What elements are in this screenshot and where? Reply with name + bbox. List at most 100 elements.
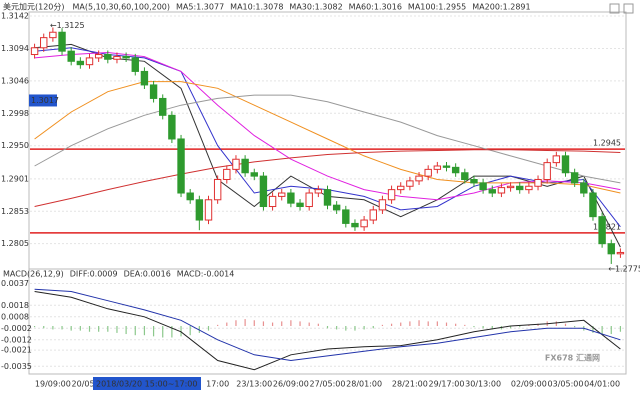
candle-body [149, 84, 158, 99]
candle-body [516, 185, 524, 191]
high-annotation: ←1.3125 [50, 21, 85, 30]
candle-body [360, 219, 368, 228]
macd-bar [271, 322, 274, 326]
ma-line [34, 81, 621, 194]
legend-item: MA10:1.3078 [230, 3, 283, 12]
x-tick-label: 04/01:00 [584, 380, 620, 389]
title: 美元加元 [3, 2, 35, 12]
macd-bar [555, 321, 557, 326]
macd-bar [207, 326, 210, 331]
ma-line [34, 51, 621, 201]
candle-body [543, 162, 551, 181]
candle-body [250, 172, 258, 177]
candle-body [525, 185, 533, 191]
macd-bar [464, 324, 466, 326]
macd-bar [455, 323, 457, 326]
candle-body [268, 195, 277, 208]
x-tick-label: 23/13:00 [236, 380, 272, 389]
macd-bar [70, 326, 72, 331]
macd-bar [125, 326, 127, 335]
ma-line [34, 94, 621, 184]
macd-bar [134, 326, 136, 336]
candle-body [223, 168, 231, 181]
level-label: 1.2821 [593, 222, 621, 231]
candle-body [85, 57, 94, 66]
macd-bar [482, 326, 484, 329]
macd-bar [610, 326, 612, 335]
subtitle: (120分) [35, 3, 65, 12]
price-marker-box [29, 94, 57, 107]
macd-bar [326, 326, 329, 329]
icon[interactable] [623, 3, 634, 14]
candle-body [497, 187, 506, 194]
candle-body [561, 155, 570, 174]
x-tick-label: 27/05:00 [310, 380, 346, 389]
macd-bar [564, 323, 567, 326]
macd-bar [98, 326, 100, 332]
macd-bar [290, 320, 292, 326]
x-tick-label: 17:00 [206, 380, 229, 389]
macd-bar [363, 326, 365, 330]
legend-item: MA60:1.3016 [349, 3, 402, 12]
macd-bar [61, 326, 63, 330]
candle-body [67, 50, 75, 62]
macd-bar [88, 326, 91, 332]
macd-bar [317, 323, 319, 326]
macd-bar [491, 326, 493, 330]
candle-body [451, 166, 460, 174]
macd-bar [171, 326, 173, 338]
candle-body [387, 189, 396, 201]
x-tick-label: 26/09:00 [273, 380, 309, 389]
ma-line [34, 149, 621, 207]
legend-item: MACD(26,12,9) [3, 270, 64, 279]
candle-body [287, 192, 295, 204]
y-tick-label: -0.0021 [1, 346, 32, 355]
macd-bar [43, 326, 45, 329]
y-tick-label: 1.2998 [1, 109, 29, 118]
ma-line [34, 288, 621, 362]
y-tick-label: 1.3046 [1, 76, 29, 85]
macd-bar [281, 321, 283, 326]
candle-body [378, 199, 387, 211]
candle-body [397, 185, 405, 191]
macd-bar [427, 321, 429, 326]
candle-body [342, 209, 350, 224]
candle-body [195, 199, 204, 221]
y-tick-label: 1.2901 [1, 174, 29, 183]
y-tick-label: -0.0002 [1, 324, 32, 333]
legend-item: MA100:1.2955 [408, 3, 466, 12]
low-annotation: ←1.2775 [608, 264, 640, 273]
y-tick-label: -0.0035 [1, 362, 32, 371]
macd-bar [345, 326, 347, 331]
candle-body [607, 243, 615, 255]
macd-bar [354, 326, 356, 331]
macd-bar [509, 326, 512, 329]
candle-body [131, 57, 139, 72]
y-tick-label: 1.3094 [1, 44, 29, 53]
candle-body [470, 179, 478, 184]
candle-body [168, 114, 176, 140]
macd-bar [519, 326, 521, 328]
icon[interactable] [609, 3, 620, 14]
macd-bar [336, 326, 338, 330]
macd-bar [601, 326, 603, 335]
macd-bar [152, 326, 155, 337]
x-tick-label: 28/01:00 [346, 380, 382, 389]
y-tick-label: 1.2805 [1, 239, 29, 248]
x-tick-label: 28/21:00 [392, 380, 428, 389]
ma-line [34, 291, 621, 371]
candle-body [122, 56, 130, 59]
candle-body [506, 185, 515, 189]
candle-body [570, 172, 579, 184]
x-tick-label: 02/09:00 [511, 380, 547, 389]
macd-bar [473, 326, 475, 328]
macd-bar [189, 326, 191, 336]
candle-body [616, 251, 625, 255]
level-label: 1.2945 [593, 139, 621, 148]
candle-body [259, 175, 268, 208]
cursor-box [93, 377, 201, 390]
macd-bar [619, 326, 622, 332]
candle-body [534, 179, 542, 187]
candle-body [177, 138, 185, 194]
candle-body [424, 168, 432, 177]
